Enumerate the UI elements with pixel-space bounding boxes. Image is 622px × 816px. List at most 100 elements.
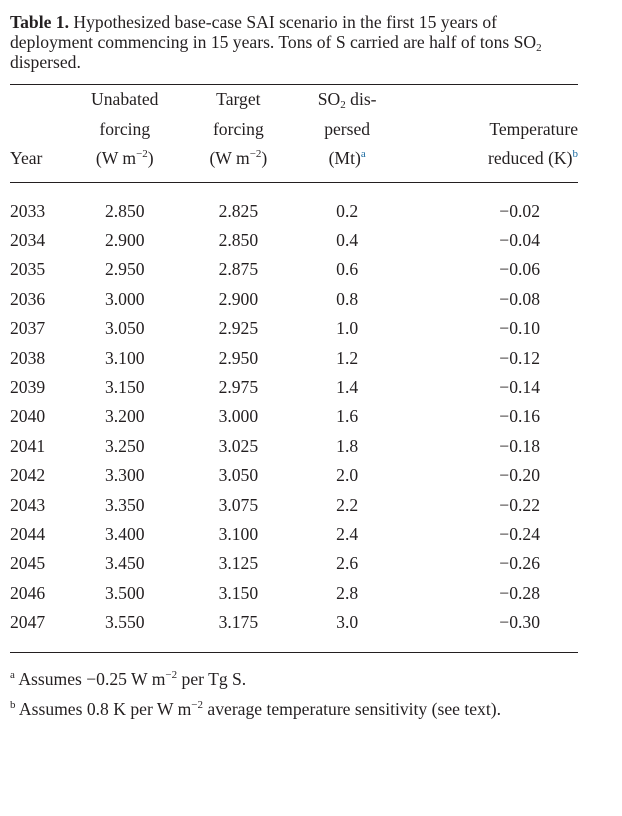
cell-target-forcing: 2.900	[218, 288, 259, 309]
cell-temperature-reduced: −0.28	[499, 582, 540, 603]
footnote-b-link[interactable]: b	[572, 148, 579, 160]
cell-year: 2033	[10, 200, 46, 221]
cell-year: 2040	[10, 406, 46, 427]
table-row: 2042 3.300 3.050 2.0 −0.20	[10, 461, 578, 490]
header-temperature-reduced: Temperature reduced (K)b	[488, 118, 579, 169]
cell-temperature-reduced: −0.14	[499, 376, 540, 397]
cell-so2-dispersed: 1.6	[336, 406, 359, 427]
cell-so2-dispersed: 1.8	[336, 435, 359, 456]
table-row: 2044 3.400 3.100 2.4 −0.24	[10, 520, 578, 549]
cell-unabated-forcing: 3.050	[104, 318, 145, 339]
cell-unabated-forcing: 3.250	[104, 435, 145, 456]
cell-year: 2041	[10, 435, 46, 456]
cell-unabated-forcing: 3.450	[104, 553, 145, 574]
cell-year: 2043	[10, 494, 46, 515]
cell-temperature-reduced: −0.22	[499, 494, 540, 515]
footnote-b: b Assumes 0.8 K per W m−2 average temper…	[10, 698, 501, 719]
table-row: 2033 2.850 2.825 0.2 −0.02	[10, 197, 578, 226]
caption-label: Table 1.	[10, 12, 69, 32]
cell-target-forcing: 2.875	[218, 259, 259, 280]
cell-year: 2034	[10, 229, 46, 250]
cell-unabated-forcing: 3.000	[104, 288, 145, 309]
header-row: Year Unabated forcing (W m−2) Target for…	[10, 85, 578, 182]
table-row: 2047 3.550 3.175 3.0 −0.30	[10, 608, 578, 637]
cell-so2-dispersed: 1.2	[336, 347, 359, 368]
cell-so2-dispersed: 1.4	[336, 376, 359, 397]
cell-temperature-reduced: −0.02	[499, 200, 540, 221]
cell-year: 2045	[10, 553, 46, 574]
cell-year: 2046	[10, 582, 46, 603]
cell-target-forcing: 2.950	[218, 347, 259, 368]
cell-target-forcing: 2.925	[218, 318, 259, 339]
data-table: Year Unabated forcing (W m−2) Target for…	[10, 85, 578, 638]
header-unabated-forcing: Unabated forcing (W m−2)	[91, 89, 159, 168]
cell-unabated-forcing: 2.900	[104, 229, 145, 250]
cell-year: 2044	[10, 523, 46, 544]
cell-unabated-forcing: 3.500	[104, 582, 145, 603]
cell-target-forcing: 2.825	[218, 200, 259, 221]
cell-target-forcing: 2.850	[218, 229, 259, 250]
cell-temperature-reduced: −0.04	[499, 229, 540, 250]
table-row: 2034 2.900 2.850 0.4 −0.04	[10, 226, 578, 255]
table-row: 2035 2.950 2.875 0.6 −0.06	[10, 255, 578, 284]
cell-year: 2035	[10, 259, 46, 280]
table-row: 2038 3.100 2.950 1.2 −0.12	[10, 344, 578, 373]
header-year: Year	[10, 148, 43, 168]
header-target-forcing: Target forcing (W m−2)	[209, 89, 268, 168]
table-row: 2046 3.500 3.150 2.8 −0.28	[10, 579, 578, 608]
table-row: 2037 3.050 2.925 1.0 −0.10	[10, 314, 578, 343]
cell-so2-dispersed: 2.8	[336, 582, 359, 603]
table-row: 2036 3.000 2.900 0.8 −0.08	[10, 285, 578, 314]
cell-year: 2038	[10, 347, 46, 368]
cell-so2-dispersed: 0.2	[336, 200, 359, 221]
table-caption: Table 1. Hypothesized base-case SAI scen…	[10, 12, 578, 72]
cell-year: 2036	[10, 288, 46, 309]
header-rule	[10, 181, 578, 183]
cell-temperature-reduced: −0.16	[499, 406, 540, 427]
cell-temperature-reduced: −0.24	[499, 523, 540, 544]
cell-target-forcing: 2.975	[218, 376, 259, 397]
caption-text-2: dispersed.	[10, 52, 81, 72]
cell-year: 2042	[10, 465, 46, 486]
cell-unabated-forcing: 3.550	[104, 612, 145, 633]
cell-temperature-reduced: −0.30	[499, 612, 540, 633]
table-row: 2040 3.200 3.000 1.6 −0.16	[10, 402, 578, 431]
cell-temperature-reduced: −0.08	[499, 288, 540, 309]
cell-target-forcing: 3.050	[218, 465, 259, 486]
cell-so2-dispersed: 2.4	[336, 523, 359, 544]
cell-temperature-reduced: −0.12	[499, 347, 540, 368]
cell-temperature-reduced: −0.26	[499, 553, 540, 574]
cell-year: 2037	[10, 318, 46, 339]
cell-target-forcing: 3.150	[218, 582, 259, 603]
cell-target-forcing: 3.175	[218, 612, 259, 633]
cell-target-forcing: 3.000	[218, 406, 259, 427]
cell-unabated-forcing: 3.100	[104, 347, 145, 368]
table-row: 2045 3.450 3.125 2.6 −0.26	[10, 549, 578, 578]
table-row: 2041 3.250 3.025 1.8 −0.18	[10, 432, 578, 461]
footnote-a-link[interactable]: a	[360, 148, 366, 160]
cell-so2-dispersed: 3.0	[336, 612, 359, 633]
cell-so2-dispersed: 2.6	[336, 553, 359, 574]
cell-so2-dispersed: 0.8	[336, 288, 359, 309]
cell-unabated-forcing: 2.850	[104, 200, 145, 221]
cell-temperature-reduced: −0.20	[499, 465, 540, 486]
top-rule	[10, 84, 578, 85]
caption-subscript: 2	[536, 42, 542, 54]
table-row: 2039 3.150 2.975 1.4 −0.14	[10, 373, 578, 402]
cell-target-forcing: 3.025	[218, 435, 259, 456]
cell-temperature-reduced: −0.06	[499, 259, 540, 280]
cell-so2-dispersed: 1.0	[336, 318, 359, 339]
cell-unabated-forcing: 3.300	[104, 465, 145, 486]
cell-unabated-forcing: 3.200	[104, 406, 145, 427]
caption-text-1: Hypothesized base-case SAI scenario in t…	[10, 12, 537, 52]
cell-target-forcing: 3.075	[218, 494, 259, 515]
cell-unabated-forcing: 3.150	[104, 376, 145, 397]
cell-so2-dispersed: 2.2	[336, 494, 359, 515]
table-body: 2033 2.850 2.825 0.2 −0.02 2034 2.900 2.850 0.4 −…	[10, 197, 578, 638]
cell-temperature-reduced: −0.10	[499, 318, 540, 339]
cell-unabated-forcing: 2.950	[104, 259, 145, 280]
cell-so2-dispersed: 0.6	[336, 259, 359, 280]
header-so2-dispersed: SO2 dis- persed (Mt)a	[317, 89, 377, 168]
cell-so2-dispersed: 2.0	[336, 465, 359, 486]
cell-target-forcing: 3.100	[218, 523, 259, 544]
